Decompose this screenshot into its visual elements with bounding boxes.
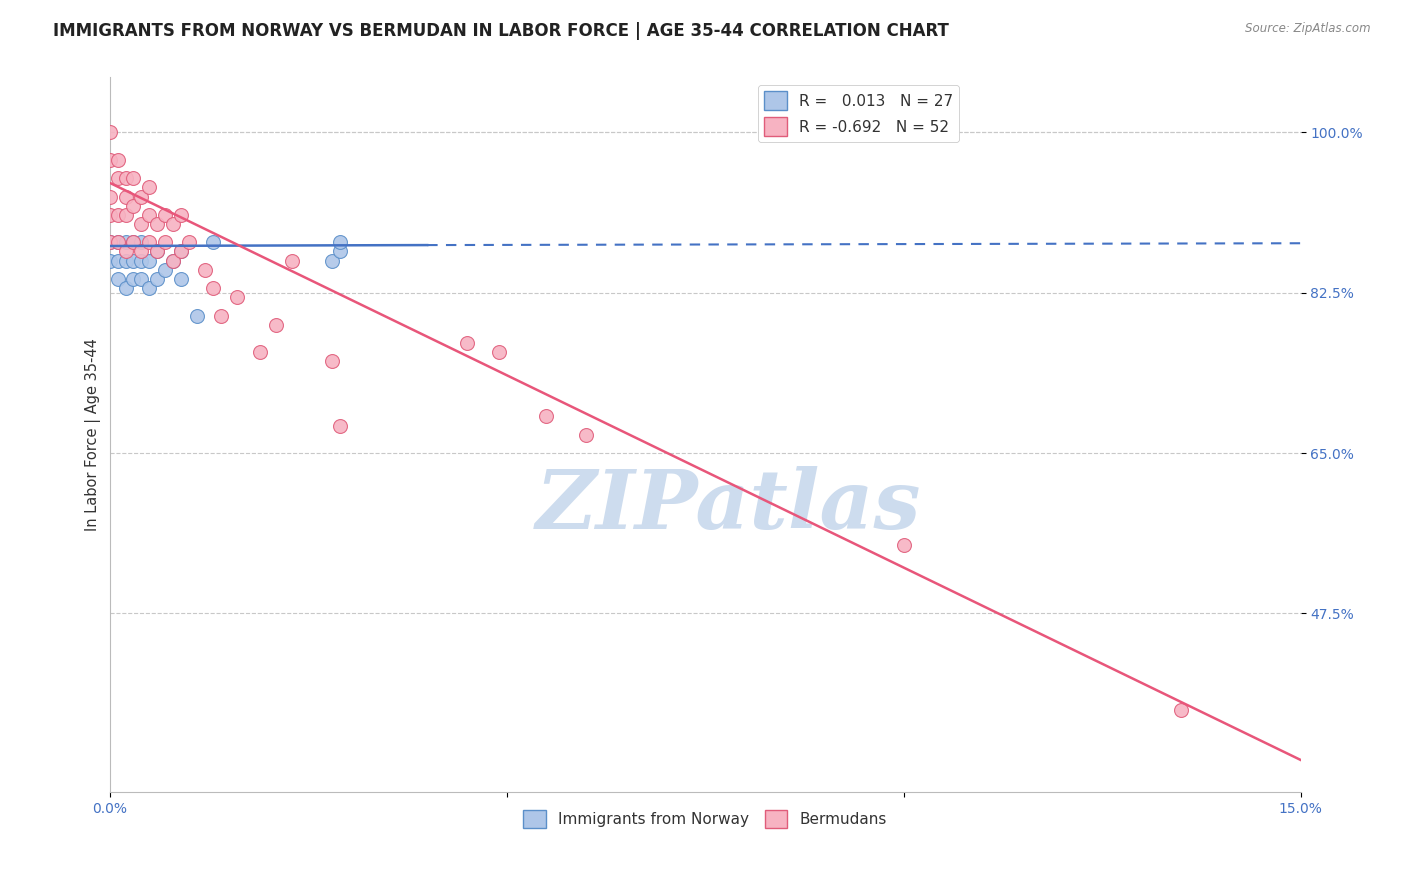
- Point: [162, 217, 184, 231]
- Point: [122, 171, 145, 186]
- Point: [170, 244, 193, 259]
- Point: [98, 235, 121, 250]
- Point: [456, 336, 478, 351]
- Point: [122, 272, 145, 286]
- Point: [281, 253, 304, 268]
- Point: [98, 253, 121, 268]
- Point: [107, 253, 129, 268]
- Point: [122, 235, 145, 250]
- Text: IMMIGRANTS FROM NORWAY VS BERMUDAN IN LABOR FORCE | AGE 35-44 CORRELATION CHART: IMMIGRANTS FROM NORWAY VS BERMUDAN IN LA…: [53, 22, 949, 40]
- Point: [536, 409, 558, 424]
- Point: [329, 235, 352, 250]
- Point: [321, 354, 343, 368]
- Point: [114, 281, 136, 295]
- Point: [138, 180, 160, 194]
- Point: [249, 345, 271, 359]
- Point: [155, 262, 177, 277]
- Point: [131, 217, 153, 231]
- Point: [170, 208, 193, 222]
- Text: Source: ZipAtlas.com: Source: ZipAtlas.com: [1246, 22, 1371, 36]
- Point: [146, 244, 169, 259]
- Point: [162, 253, 184, 268]
- Point: [201, 235, 224, 250]
- Point: [122, 235, 145, 250]
- Y-axis label: In Labor Force | Age 35-44: In Labor Force | Age 35-44: [86, 338, 101, 531]
- Point: [138, 253, 160, 268]
- Point: [146, 217, 169, 231]
- Point: [131, 235, 153, 250]
- Point: [201, 281, 224, 295]
- Point: [107, 235, 129, 250]
- Point: [98, 235, 121, 250]
- Point: [146, 244, 169, 259]
- Point: [138, 208, 160, 222]
- Point: [107, 272, 129, 286]
- Point: [107, 208, 129, 222]
- Point: [170, 244, 193, 259]
- Text: ZIPatlas: ZIPatlas: [536, 467, 922, 546]
- Point: [488, 345, 510, 359]
- Point: [114, 235, 136, 250]
- Point: [122, 199, 145, 213]
- Point: [186, 309, 208, 323]
- Point: [131, 253, 153, 268]
- Point: [170, 272, 193, 286]
- Point: [138, 281, 160, 295]
- Point: [138, 235, 160, 250]
- Point: [131, 189, 153, 203]
- Point: [162, 253, 184, 268]
- Point: [155, 208, 177, 222]
- Point: [155, 235, 177, 250]
- Point: [131, 272, 153, 286]
- Legend: Immigrants from Norway, Bermudans: Immigrants from Norway, Bermudans: [517, 804, 893, 834]
- Point: [209, 309, 232, 323]
- Point: [225, 290, 247, 304]
- Point: [98, 153, 121, 167]
- Point: [98, 189, 121, 203]
- Point: [122, 253, 145, 268]
- Point: [114, 208, 136, 222]
- Point: [107, 235, 129, 250]
- Point: [329, 418, 352, 433]
- Point: [107, 153, 129, 167]
- Point: [114, 253, 136, 268]
- Point: [321, 253, 343, 268]
- Point: [98, 125, 121, 139]
- Point: [98, 208, 121, 222]
- Point: [1170, 702, 1192, 716]
- Point: [107, 171, 129, 186]
- Point: [177, 235, 200, 250]
- Point: [194, 262, 217, 277]
- Point: [329, 244, 352, 259]
- Point: [114, 244, 136, 259]
- Point: [114, 189, 136, 203]
- Point: [146, 272, 169, 286]
- Point: [114, 171, 136, 186]
- Point: [266, 318, 288, 332]
- Point: [131, 244, 153, 259]
- Point: [575, 427, 598, 442]
- Point: [893, 538, 915, 552]
